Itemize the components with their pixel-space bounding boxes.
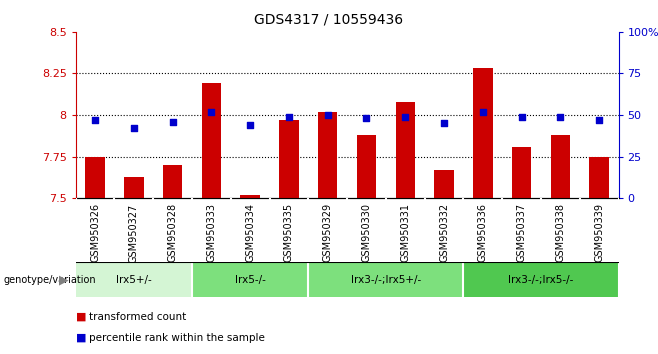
Text: GSM950329: GSM950329 — [322, 203, 333, 262]
Text: lrx3-/-;lrx5+/-: lrx3-/-;lrx5+/- — [351, 275, 421, 285]
Point — [439, 120, 449, 126]
Text: ■: ■ — [76, 312, 86, 322]
Text: GSM950327: GSM950327 — [129, 203, 139, 263]
Bar — [512, 147, 531, 198]
Text: GSM950334: GSM950334 — [245, 203, 255, 262]
Text: lrx5-/-: lrx5-/- — [235, 275, 266, 285]
Point — [167, 119, 178, 125]
Text: ■: ■ — [76, 333, 86, 343]
Text: GSM950336: GSM950336 — [478, 203, 488, 262]
Text: GSM950333: GSM950333 — [207, 203, 216, 262]
Text: GDS4317 / 10559436: GDS4317 / 10559436 — [255, 12, 403, 27]
Bar — [309, 262, 463, 297]
Bar — [473, 68, 492, 198]
Point — [284, 114, 294, 120]
Bar — [76, 262, 192, 297]
Text: GSM950339: GSM950339 — [594, 203, 604, 262]
Point — [400, 114, 411, 120]
Text: GSM950328: GSM950328 — [168, 203, 178, 262]
Point — [594, 117, 605, 123]
Text: GSM950330: GSM950330 — [361, 203, 372, 262]
Bar — [463, 262, 619, 297]
Point — [128, 126, 139, 131]
Text: GSM950335: GSM950335 — [284, 203, 294, 262]
Point — [322, 112, 333, 118]
Text: ▶: ▶ — [59, 273, 69, 286]
Bar — [163, 165, 182, 198]
Text: GSM950326: GSM950326 — [90, 203, 100, 262]
Bar — [590, 156, 609, 198]
Point — [361, 115, 372, 121]
Point — [245, 122, 255, 128]
Bar — [202, 84, 221, 198]
Text: lrx3-/-;lrx5-/-: lrx3-/-;lrx5-/- — [508, 275, 574, 285]
Text: transformed count: transformed count — [89, 312, 186, 322]
Bar — [434, 170, 454, 198]
Point — [89, 117, 100, 123]
Point — [555, 114, 566, 120]
Bar — [124, 177, 143, 198]
Text: GSM950331: GSM950331 — [400, 203, 410, 262]
Text: GSM950337: GSM950337 — [517, 203, 526, 262]
Bar — [357, 135, 376, 198]
Text: percentile rank within the sample: percentile rank within the sample — [89, 333, 265, 343]
Text: GSM950332: GSM950332 — [439, 203, 449, 262]
Bar — [395, 102, 415, 198]
Point — [517, 114, 527, 120]
Bar — [192, 262, 309, 297]
Bar — [551, 135, 570, 198]
Bar — [240, 195, 260, 198]
Point — [206, 109, 216, 115]
Text: lrx5+/-: lrx5+/- — [116, 275, 152, 285]
Text: genotype/variation: genotype/variation — [3, 275, 96, 285]
Bar — [318, 112, 338, 198]
Bar — [279, 120, 299, 198]
Point — [478, 109, 488, 115]
Text: GSM950338: GSM950338 — [555, 203, 565, 262]
Bar — [86, 156, 105, 198]
